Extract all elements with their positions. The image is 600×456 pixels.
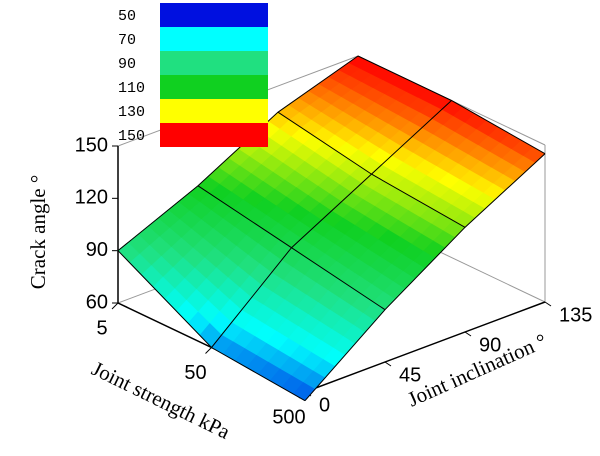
y-tick [544, 301, 552, 307]
y-tick-label: 90 [479, 334, 501, 356]
y-tick-label: 0 [319, 394, 330, 416]
y-axis-title: Joint inclination ° [404, 329, 550, 412]
legend-swatch [160, 3, 268, 27]
x-tick-label: 5 [96, 317, 107, 339]
legend-swatch [160, 27, 268, 51]
mesh-line [211, 100, 452, 348]
x-tick-label: 50 [184, 362, 206, 384]
legend-swatch [160, 75, 268, 99]
z-axis-title: Crack angle ° [26, 175, 50, 290]
legend-label: 110 [118, 80, 145, 97]
x-tick-label: 500 [272, 406, 305, 428]
z-tick-label: 120 [75, 187, 108, 209]
legend-label: 90 [118, 56, 136, 73]
legend-swatch [160, 123, 268, 147]
z-tick-label: 60 [86, 291, 108, 313]
z-tick-label: 150 [75, 134, 108, 156]
legend-label: 70 [118, 32, 136, 49]
x-axis-title: Joint strength kPa [88, 356, 234, 444]
y-tick [384, 361, 392, 367]
z-tick-label: 90 [86, 239, 108, 261]
mesh-line [117, 55, 359, 252]
legend-swatch [160, 51, 268, 75]
y-tick [464, 331, 472, 337]
y-tick-label: 45 [399, 364, 421, 386]
legend-swatch [160, 99, 268, 123]
y-axis [304, 301, 546, 393]
y-tick-label: 135 [559, 304, 592, 326]
labels: 60 90 120 150 5 50 500 0 45 90 135 50 70 90 110 130 150 [75, 3, 592, 428]
x-tick [205, 347, 212, 354]
x-tick [111, 302, 119, 310]
legend-label: 150 [118, 128, 145, 145]
mesh [117, 55, 546, 402]
mesh-line [304, 153, 546, 402]
legend-label: 50 [118, 8, 136, 25]
legend-label: 130 [118, 104, 145, 121]
